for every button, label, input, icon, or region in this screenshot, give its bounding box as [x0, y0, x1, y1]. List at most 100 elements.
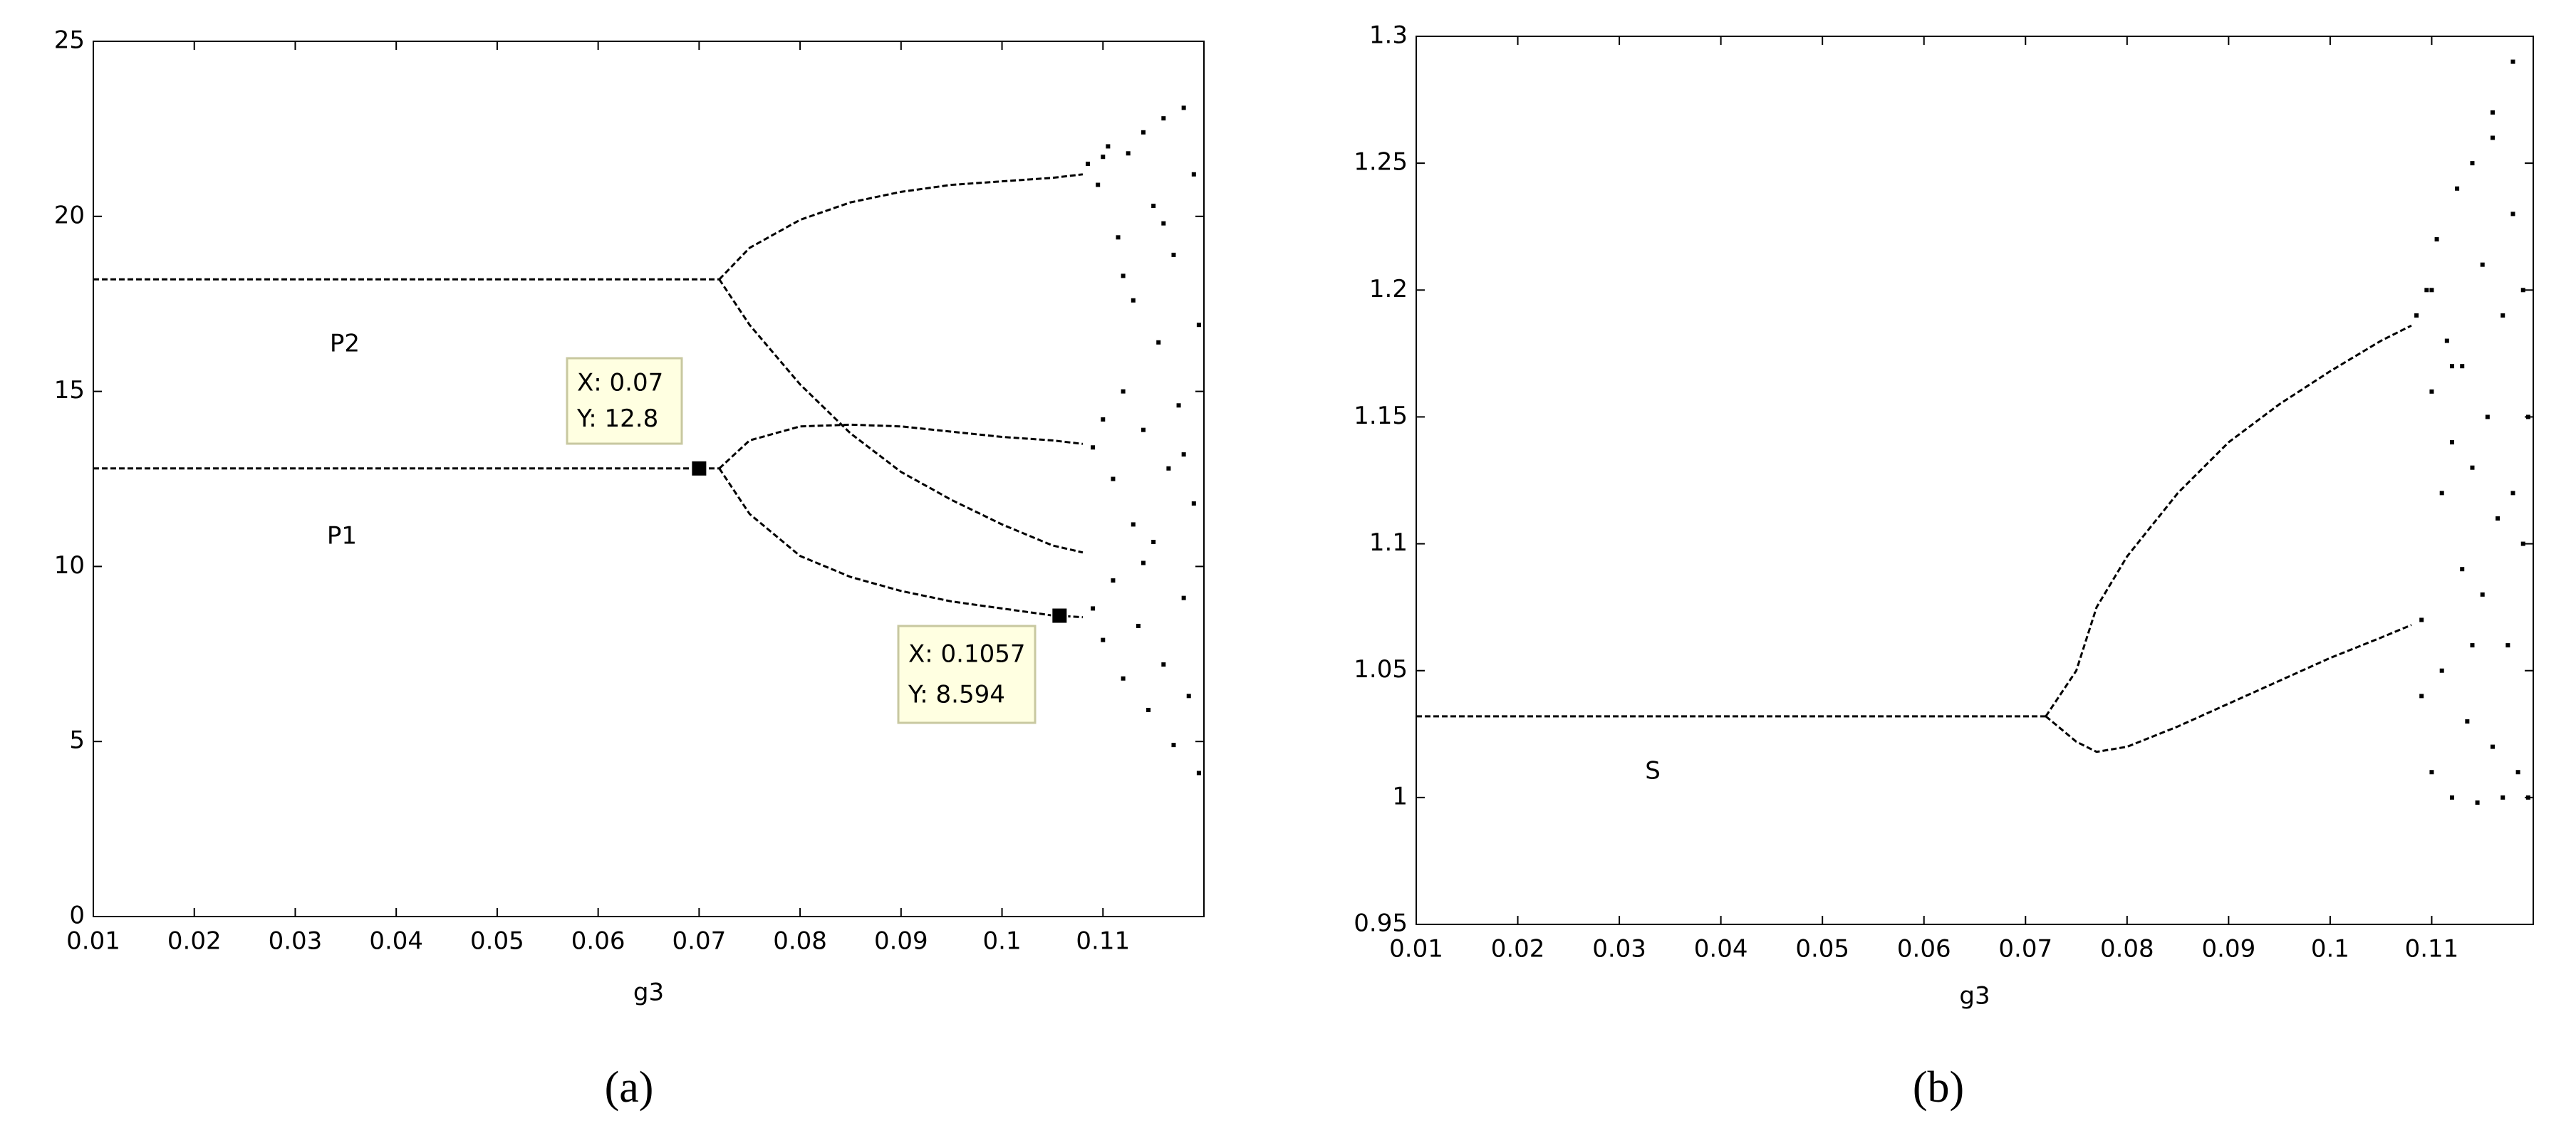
chaos-point	[2520, 288, 2525, 293]
y-tick-label: 1.05	[1354, 655, 1408, 684]
chaos-point	[1096, 182, 1101, 187]
x-tick-label: 0.03	[1592, 935, 1646, 964]
chaos-point	[2429, 288, 2434, 293]
plot-area	[1416, 36, 2534, 925]
chaos-point	[2525, 795, 2530, 800]
chaos-point	[1141, 427, 1146, 432]
chaos-point	[1101, 637, 1106, 642]
y-tick-label: 10	[54, 551, 85, 580]
datatip-box	[566, 357, 683, 445]
chaos-point	[2439, 491, 2444, 496]
branch-line	[2045, 624, 2412, 753]
chaos-point	[2460, 364, 2465, 369]
chaos-point	[1131, 522, 1136, 527]
branch-line	[718, 278, 1084, 554]
chaos-point	[2449, 795, 2454, 800]
chaos-point	[2470, 643, 2475, 648]
chaos-point	[2496, 516, 2500, 521]
chaos-point	[2419, 694, 2424, 699]
branch-line	[718, 467, 1084, 619]
chaos-point	[2480, 262, 2485, 267]
x-tick-label: 0.11	[1076, 927, 1130, 956]
chaos-point	[1091, 606, 1096, 611]
x-axis-label: g3	[633, 979, 664, 1007]
x-tick-label: 0.02	[167, 927, 222, 956]
chaos-point	[1131, 298, 1136, 303]
chaos-point	[2434, 237, 2439, 242]
chaos-point	[1181, 105, 1186, 110]
chaos-point	[2490, 110, 2495, 115]
x-tick-label: 0.01	[66, 927, 120, 956]
chaos-point	[1166, 466, 1171, 471]
chaos-point	[2485, 414, 2490, 419]
chaos-point	[1086, 162, 1091, 167]
y-tick-label: 0	[69, 902, 85, 930]
chaos-point	[2480, 592, 2485, 597]
y-tick-label: 0.95	[1354, 909, 1408, 938]
datatip-text: X: 0.1057	[908, 640, 1026, 668]
chaos-point	[2460, 567, 2465, 572]
chaos-point	[2439, 668, 2444, 673]
chaos-point	[2500, 795, 2505, 800]
chaos-point	[2465, 719, 2470, 724]
chaos-point	[1111, 476, 1116, 481]
chaos-point	[1181, 595, 1186, 600]
datatip-text: Y: 8.594	[908, 680, 1005, 709]
y-tick-label: 1.25	[1354, 148, 1408, 177]
x-tick-label: 0.09	[874, 927, 928, 956]
y-tick-label: 1.15	[1354, 402, 1408, 430]
chaos-point	[2500, 313, 2505, 318]
panel-label: (a)	[605, 1063, 654, 1112]
x-tick-label: 0.06	[571, 927, 625, 956]
chaos-point	[2490, 744, 2495, 749]
chaos-point	[2505, 643, 2510, 648]
y-tick-label: 1.3	[1369, 21, 1408, 50]
branch-line	[718, 173, 1084, 281]
chaos-point	[1101, 417, 1106, 422]
chaos-point	[1196, 323, 1201, 328]
x-tick-label: 0.11	[2405, 935, 2459, 964]
chaos-point	[2475, 800, 2480, 805]
datatip-marker	[1051, 607, 1069, 625]
chaos-point	[2470, 161, 2475, 166]
x-tick-label: 0.03	[269, 927, 323, 956]
branch-line	[718, 423, 1084, 469]
chaos-point	[1141, 560, 1146, 565]
chaos-point	[1101, 155, 1106, 160]
datatip-box	[897, 625, 1037, 724]
x-axis-label: g3	[1959, 982, 1990, 1011]
chaos-point	[1136, 623, 1141, 628]
chaos-point	[1161, 662, 1166, 667]
x-tick-label: 0.01	[1389, 935, 1443, 964]
annotation: P1	[327, 522, 357, 550]
annotation: P2	[330, 330, 360, 358]
chaos-point	[1191, 501, 1196, 506]
chaos-point	[2444, 338, 2449, 343]
chaos-point	[2424, 288, 2429, 293]
chaos-point	[1151, 539, 1156, 544]
branch-line	[2045, 324, 2412, 717]
chaos-point	[2429, 770, 2434, 775]
y-tick-label: 25	[54, 26, 85, 55]
chaos-point	[1171, 252, 1176, 257]
chaos-point	[2515, 770, 2520, 775]
chaos-point	[2449, 440, 2454, 445]
x-tick-label: 0.04	[369, 927, 423, 956]
y-tick-label: 5	[69, 726, 85, 755]
chaos-point	[1116, 235, 1121, 240]
chaos-point	[1141, 130, 1146, 135]
x-tick-label: 0.1	[983, 927, 1022, 956]
x-tick-label: 0.1	[2311, 935, 2349, 964]
chaos-point	[1121, 273, 1126, 278]
chaos-point	[2449, 364, 2454, 369]
x-tick-label: 0.02	[1491, 935, 1545, 964]
x-tick-label: 0.04	[1694, 935, 1748, 964]
chaos-point	[1176, 403, 1181, 408]
chaos-point	[1146, 707, 1151, 712]
y-tick-label: 1	[1392, 782, 1408, 810]
chaos-point	[1156, 340, 1161, 345]
panel-label: (b)	[1913, 1063, 1964, 1112]
chaos-point	[2525, 414, 2530, 419]
chaos-point	[2419, 617, 2424, 622]
plot-area	[93, 41, 1205, 917]
